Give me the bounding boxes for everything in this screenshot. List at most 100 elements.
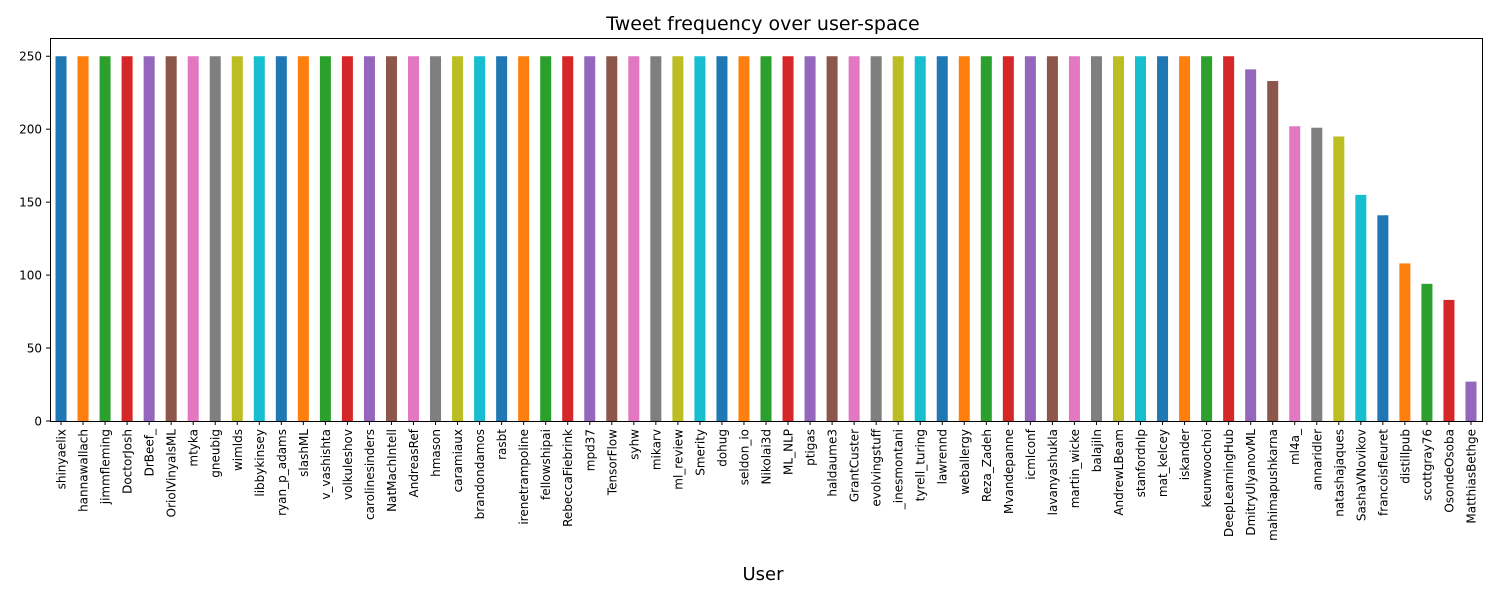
bar-NatMachIntell	[385, 56, 397, 421]
x-tick-label: icmlconf	[1024, 428, 1038, 480]
x-tick-label: DrBeef_	[143, 428, 157, 476]
x-tick-label: annaridler	[1310, 429, 1324, 491]
x-tick-label: ryan_p_adams	[275, 429, 289, 516]
x-tick-label: Reza_Zadeh	[980, 429, 994, 502]
bar-mtyka	[187, 56, 199, 421]
bar-volkuleshov	[341, 56, 353, 421]
x-tick-label: jimmfleming	[99, 429, 113, 505]
bar-francoisfleuret	[1377, 215, 1389, 421]
x-tick-label: scottgray76	[1420, 429, 1434, 501]
bar-SashaVNovikov	[1355, 194, 1367, 421]
plot-frame	[50, 38, 1483, 422]
x-tick-label: haldaume3	[826, 429, 840, 497]
x-tick-label: _inesmontani	[892, 429, 906, 510]
x-tick-label: wimlds	[231, 429, 245, 471]
x-tick-label: ml_review	[671, 429, 685, 490]
x-tick-label: DmitryUlyanovML	[1244, 429, 1258, 536]
x-tick-label: tyrell_turing	[914, 429, 928, 501]
bar-DrBeef_	[143, 56, 155, 421]
x-tick-label: ptigas	[804, 429, 818, 466]
x-tick-label: balajiln	[1090, 429, 1104, 472]
bar-GrantCuster	[848, 56, 860, 421]
bar-_inesmontani	[892, 56, 904, 421]
bar-DmitryUlyanovML	[1245, 69, 1257, 422]
y-tick-label: 150	[19, 196, 42, 210]
bar-Reza_Zadeh	[980, 56, 992, 421]
bar-evolvingstuff	[870, 56, 882, 421]
bar-libbykinsey	[253, 56, 265, 421]
bars-group	[55, 56, 1477, 422]
x-tick-label: ML_NLP	[782, 429, 796, 475]
bar-syhw	[628, 56, 640, 421]
x-tick-label: libbykinsey	[253, 429, 267, 497]
bar-shinyaelix	[55, 56, 67, 421]
bar-hmason	[430, 56, 442, 421]
x-tick-label: AndreasRef	[407, 428, 421, 497]
bar-balajiln	[1090, 56, 1102, 421]
bar-ryan_p_adams	[275, 56, 287, 421]
bar-scottgray76	[1421, 283, 1433, 421]
bar-annaridler	[1311, 127, 1323, 421]
bar-lawrennd	[936, 56, 948, 421]
x-tick-label: natashajaques	[1332, 429, 1346, 517]
bar-ptigas	[804, 56, 816, 421]
x-tick-label: iskander	[1178, 429, 1192, 480]
x-tick-label: mtyka	[187, 429, 201, 467]
x-tick-label: hannawallach	[77, 429, 91, 512]
x-tick-label: mikarv	[649, 429, 663, 470]
bar-MatthiasBethge	[1465, 381, 1477, 421]
bar-caramiaux	[452, 56, 464, 421]
x-tick-label: hmason	[429, 429, 443, 477]
bar-AndreasRef	[408, 56, 420, 421]
y-tick-label: 200	[19, 123, 42, 137]
y-tick-label: 50	[27, 342, 42, 356]
bar-Smerity	[694, 56, 706, 421]
chart-title: Tweet frequency over user-space	[605, 13, 919, 35]
x-tick-label: carolinesinders	[363, 429, 377, 520]
x-axis: shinyaelix hannawallach jimmfleming DoctorJ…	[55, 421, 1478, 541]
bar-ml4a_	[1289, 126, 1301, 421]
x-tick-label: keunwoochoi	[1200, 429, 1214, 508]
x-tick-label: brandondamos	[473, 429, 487, 519]
x-tick-label: SashaVNovikov	[1354, 429, 1368, 521]
x-tick-label: seldon_io	[737, 429, 751, 485]
x-tick-label: volkuleshov	[341, 429, 355, 500]
bar-ML_NLP	[782, 56, 794, 421]
bar-mikarv	[650, 56, 662, 421]
x-tick-label: lawrennd	[936, 429, 950, 484]
bar-lavanyashukla	[1046, 56, 1058, 421]
bar-keunwoochoi	[1201, 56, 1213, 421]
bar-seldon_io	[738, 56, 750, 421]
x-tick-label: syhw	[627, 429, 641, 460]
x-tick-label: Nikolai3d	[760, 429, 774, 484]
x-tick-label: Smerity	[693, 429, 707, 476]
bar-weballergy	[958, 56, 970, 421]
x-tick-label: mahimapushkarna	[1266, 429, 1280, 541]
bar-hannawallach	[77, 56, 89, 421]
x-tick-label: ml4a_	[1288, 428, 1302, 465]
bar-rasbt	[496, 56, 508, 421]
bar-iskander	[1179, 56, 1191, 421]
x-tick-label: stanfordnlp	[1134, 429, 1148, 497]
bar-jimmfleming	[99, 56, 111, 421]
x-tick-label: irenetrampoline	[517, 429, 531, 525]
x-tick-label: weballergy	[958, 429, 972, 495]
x-tick-label: OriolVinyalsML	[165, 429, 179, 518]
bar-irenetrampoline	[518, 56, 530, 421]
x-tick-label: dohug	[715, 429, 729, 467]
bar-DeepLearningHub	[1223, 56, 1235, 421]
x-tick-label: gneubig	[209, 429, 223, 478]
x-tick-label: v_vashishta	[319, 429, 333, 500]
x-tick-label: mpd37	[583, 429, 597, 471]
x-tick-label: DeepLearningHub	[1222, 429, 1236, 537]
x-tick-label: AndrewLBeam	[1112, 429, 1126, 516]
bar-wimlds	[231, 56, 243, 421]
x-tick-label: DoctorJosh	[121, 429, 135, 494]
x-tick-label: martin_wicke	[1068, 429, 1082, 508]
x-tick-label: slashML	[297, 429, 311, 477]
y-tick-label: 100	[19, 269, 42, 283]
x-tick-label: GrantCuster	[848, 429, 862, 502]
bar-RebeccaFiebrink	[562, 56, 574, 421]
